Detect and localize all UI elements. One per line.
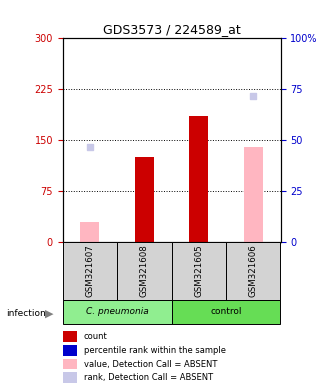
Text: control: control	[210, 308, 242, 316]
Text: percentile rank within the sample: percentile rank within the sample	[84, 346, 226, 355]
Text: C. pneumonia: C. pneumonia	[86, 308, 148, 316]
Text: value, Detection Call = ABSENT: value, Detection Call = ABSENT	[84, 359, 217, 369]
FancyBboxPatch shape	[63, 242, 117, 300]
Text: infection: infection	[7, 309, 46, 318]
Text: rank, Detection Call = ABSENT: rank, Detection Call = ABSENT	[84, 373, 213, 382]
Bar	[244, 147, 263, 242]
Bar	[63, 331, 77, 342]
Text: count: count	[84, 332, 108, 341]
Bar	[189, 116, 208, 242]
Text: GSM321608: GSM321608	[140, 244, 149, 297]
Bar	[135, 157, 154, 242]
FancyBboxPatch shape	[226, 242, 280, 300]
Bar	[63, 359, 77, 369]
Point	[87, 144, 92, 150]
Point	[251, 93, 256, 99]
Bar	[63, 345, 77, 356]
Bar	[81, 222, 99, 242]
FancyBboxPatch shape	[117, 242, 172, 300]
FancyBboxPatch shape	[63, 300, 172, 324]
Text: GSM321606: GSM321606	[249, 244, 258, 297]
Title: GDS3573 / 224589_at: GDS3573 / 224589_at	[103, 23, 241, 36]
FancyBboxPatch shape	[172, 242, 226, 300]
Text: ▶: ▶	[45, 309, 53, 319]
Text: GSM321607: GSM321607	[85, 244, 94, 297]
Text: GSM321605: GSM321605	[194, 244, 203, 297]
Bar	[63, 372, 77, 383]
FancyBboxPatch shape	[172, 300, 280, 324]
